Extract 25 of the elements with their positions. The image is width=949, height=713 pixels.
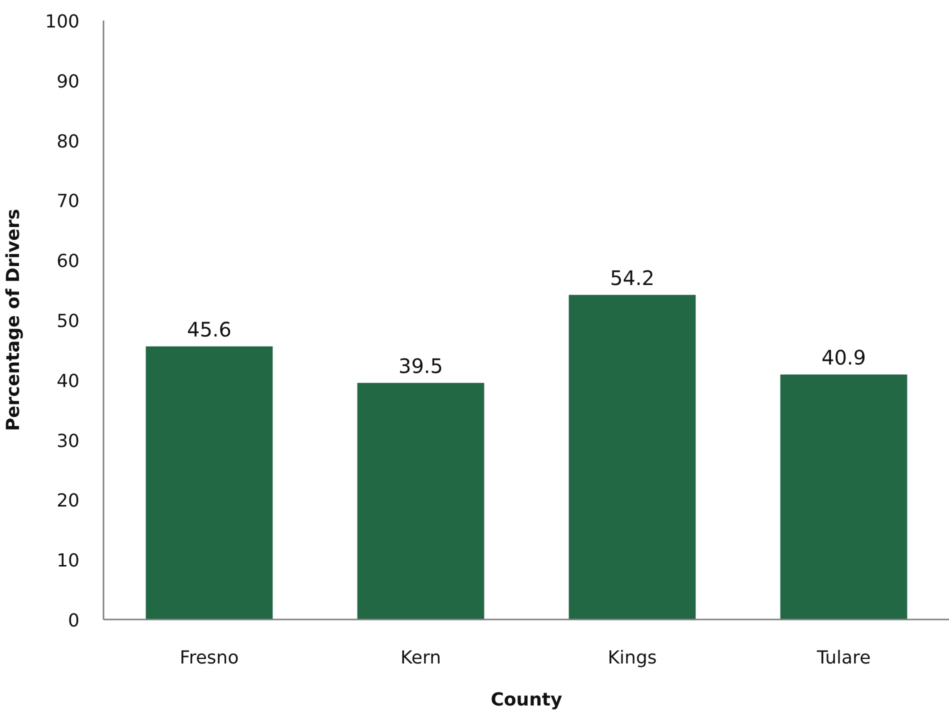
data-label: 54.2 xyxy=(610,266,655,290)
y-tick-label: 50 xyxy=(56,311,80,332)
data-label: 45.6 xyxy=(186,317,232,342)
y-tick-label: 0 xyxy=(68,610,80,632)
data-label: 40.9 xyxy=(821,346,866,370)
y-tick-label: 90 xyxy=(56,71,80,92)
y-tick-label: 20 xyxy=(56,490,80,512)
y-tick-label: 100 xyxy=(45,12,80,32)
y-axis-title: Percentage of Drivers xyxy=(3,208,24,432)
x-axis-title: County xyxy=(490,690,563,710)
bar xyxy=(780,374,908,620)
data-label: 39.5 xyxy=(398,354,444,378)
x-tick-label: Kern xyxy=(400,648,441,668)
y-tick-label: 70 xyxy=(56,191,80,212)
y-tick-label: 10 xyxy=(56,550,80,572)
bar xyxy=(357,382,484,620)
bar xyxy=(146,346,273,620)
x-tick-label: Kings xyxy=(608,648,657,668)
y-tick-label: 30 xyxy=(56,430,80,452)
y-tick-label: 40 xyxy=(56,370,80,392)
y-tick-label: 80 xyxy=(56,131,80,152)
x-tick-label: Tulare xyxy=(816,648,871,668)
x-tick-label: Fresno xyxy=(180,648,239,668)
y-tick-label: 60 xyxy=(56,251,80,272)
bar xyxy=(568,294,696,620)
